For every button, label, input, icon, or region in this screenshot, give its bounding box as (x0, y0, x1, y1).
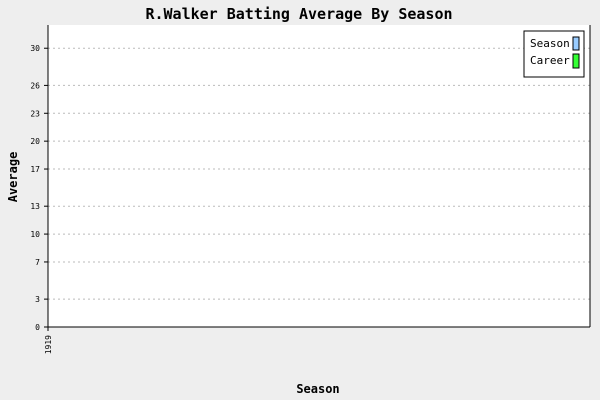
x-axis-title: Season (296, 382, 339, 396)
y-tick-label: 23 (30, 109, 40, 118)
gridlines (48, 47, 590, 300)
legend-label-career: Career (530, 54, 570, 67)
y-axis-title: Average (6, 152, 20, 203)
x-axis-ticks: 1919 (44, 327, 53, 354)
y-tick-label: 0 (35, 323, 40, 332)
plot-area (48, 25, 590, 327)
legend-swatch-career (572, 53, 580, 69)
y-tick-label: 26 (30, 81, 40, 90)
y-axis-ticks: 0 3 7 10 13 17 20 23 26 30 (30, 44, 48, 332)
y-tick-label: 13 (30, 202, 40, 211)
y-tick-label: 3 (35, 295, 40, 304)
chart-title: R.Walker Batting Average By Season (145, 5, 452, 23)
y-tick-label: 10 (30, 230, 40, 239)
y-tick-label: 17 (30, 165, 40, 174)
y-tick-label: 7 (35, 258, 40, 267)
x-tick-label: 1919 (44, 335, 53, 354)
y-tick-label: 30 (30, 44, 40, 53)
y-tick-label: 20 (30, 137, 40, 146)
legend-label-season: Season (530, 37, 570, 50)
legend: Season Career (523, 30, 585, 78)
legend-swatch-season (572, 36, 580, 51)
